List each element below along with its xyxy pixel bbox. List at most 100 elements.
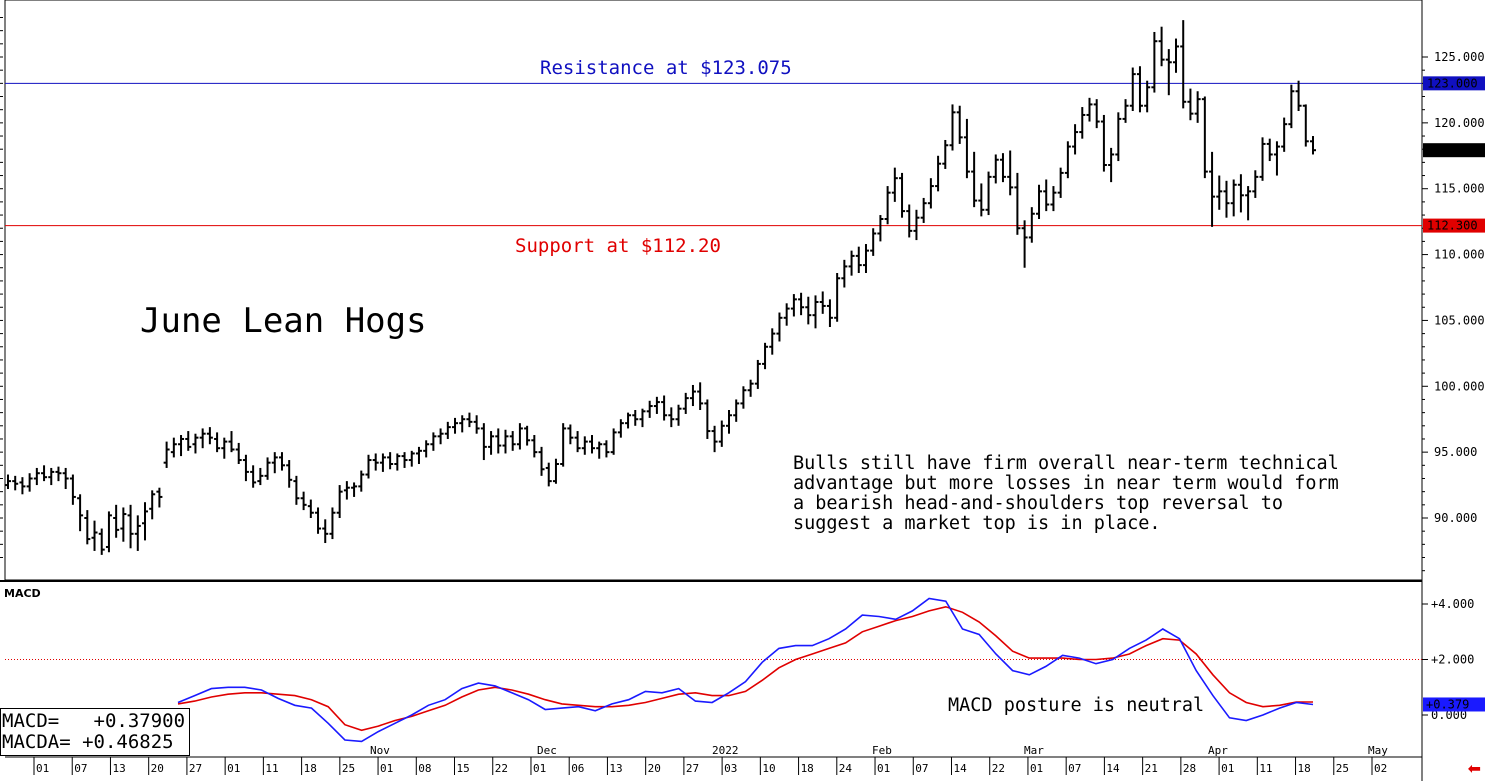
price-bar xyxy=(1223,180,1230,218)
price-bar xyxy=(113,504,120,538)
price-bar xyxy=(5,474,11,490)
price-bar xyxy=(1216,175,1223,210)
last-price-tag xyxy=(1423,143,1485,158)
price-bar xyxy=(1100,114,1107,172)
price-bar xyxy=(1209,151,1216,227)
price-bar xyxy=(603,440,610,458)
date-label: 07 xyxy=(915,762,928,775)
price-bar xyxy=(1050,186,1057,212)
macd-tick-label: 0.000 xyxy=(1431,708,1467,722)
price-bar xyxy=(834,273,841,322)
macd-last-tag xyxy=(1423,697,1485,712)
price-bar xyxy=(293,475,300,505)
price-bar xyxy=(12,475,19,491)
price-bar xyxy=(98,528,105,555)
comment-line-2: advantage but more losses in near term w… xyxy=(793,473,1339,494)
price-bar xyxy=(1043,179,1050,212)
macda-readout: MACDA= +0.46825 xyxy=(2,731,174,753)
price-bar xyxy=(365,454,372,479)
price-bar xyxy=(949,104,956,151)
date-label: 13 xyxy=(112,762,125,775)
price-bar xyxy=(1122,99,1129,123)
price-bar xyxy=(379,453,386,472)
date-label: 11 xyxy=(1259,762,1272,775)
price-bars xyxy=(5,20,1316,555)
price-bar xyxy=(1007,150,1014,196)
price-bar xyxy=(1129,67,1136,112)
price-bar xyxy=(278,452,285,471)
price-bar xyxy=(862,244,869,274)
price-bar xyxy=(1281,117,1288,152)
price-bar xyxy=(228,431,235,453)
price-bar xyxy=(394,453,401,471)
price-bar xyxy=(1151,31,1158,93)
price-bar xyxy=(704,399,711,439)
price-bar xyxy=(1237,174,1244,213)
price-bar xyxy=(956,105,963,144)
macd-tick-label: +4.000 xyxy=(1431,597,1474,611)
price-bar xyxy=(675,404,682,426)
date-label: 02 xyxy=(1374,762,1387,775)
date-label: 25 xyxy=(1336,762,1349,775)
price-tick-label: 105.000 xyxy=(1434,313,1485,327)
price-bar xyxy=(19,477,26,495)
comment-line-4: suggest a market top is in place. xyxy=(793,513,1161,534)
support-label: Support at $112.20 xyxy=(515,235,721,257)
price-bar xyxy=(1158,26,1165,67)
price-bar xyxy=(1194,91,1201,123)
date-label: 24 xyxy=(839,762,853,775)
price-bar xyxy=(437,428,444,445)
price-bar xyxy=(315,507,322,534)
price-bar xyxy=(661,395,668,421)
price-bar xyxy=(999,153,1006,183)
price-bar xyxy=(906,204,913,238)
price-bar xyxy=(343,481,350,500)
price-bar xyxy=(1165,49,1172,96)
date-label: 01 xyxy=(380,762,393,775)
macd-last-label: +0.379 xyxy=(1426,697,1469,711)
date-label: 01 xyxy=(1030,762,1043,775)
price-bar xyxy=(1093,99,1100,129)
price-tick-label: 90.000 xyxy=(1434,511,1477,525)
price-bar xyxy=(444,421,451,439)
price-bar xyxy=(120,507,127,542)
comment-line-1: Bulls still have firm overall near-term … xyxy=(793,453,1339,474)
price-bar xyxy=(783,303,790,326)
chart-title: June Lean Hogs xyxy=(140,301,427,341)
price-bar xyxy=(1230,179,1237,217)
price-bar xyxy=(1144,80,1151,113)
scroll-left-arrow-icon[interactable]: ⬅ xyxy=(1467,759,1481,778)
date-label: 13 xyxy=(609,762,622,775)
price-bar xyxy=(1288,84,1295,129)
support-resistance-lines: 123.000 112.300 xyxy=(5,76,1485,233)
price-bar xyxy=(1079,107,1086,139)
price-bar xyxy=(524,425,531,446)
price-bar xyxy=(1173,38,1180,73)
price-bar xyxy=(884,186,891,225)
price-bar xyxy=(552,458,559,484)
macd-readout: MACD= +0.37900 xyxy=(2,710,186,732)
price-bar xyxy=(1180,20,1187,109)
price-bar xyxy=(891,167,898,202)
price-bar xyxy=(589,435,596,454)
price-bar xyxy=(214,432,221,453)
price-bar xyxy=(105,511,112,553)
price-bar xyxy=(927,178,934,209)
date-label: 01 xyxy=(533,762,546,775)
price-bar xyxy=(127,504,134,549)
price-bar xyxy=(697,382,704,410)
date-label: 18 xyxy=(1298,762,1311,775)
price-bar xyxy=(776,312,783,342)
price-bar xyxy=(963,118,970,179)
price-bar xyxy=(711,425,718,453)
price-bar xyxy=(935,155,942,192)
price-bar xyxy=(1136,66,1143,113)
price-bar xyxy=(740,386,747,409)
price-bar xyxy=(170,437,177,458)
price-tick-label: 110.000 xyxy=(1434,248,1485,262)
price-bar xyxy=(1295,80,1302,112)
price-bar xyxy=(134,515,141,551)
date-label: 27 xyxy=(686,762,699,775)
level-tag-label-0: 123.000 xyxy=(1427,76,1478,90)
price-bar xyxy=(531,435,538,458)
